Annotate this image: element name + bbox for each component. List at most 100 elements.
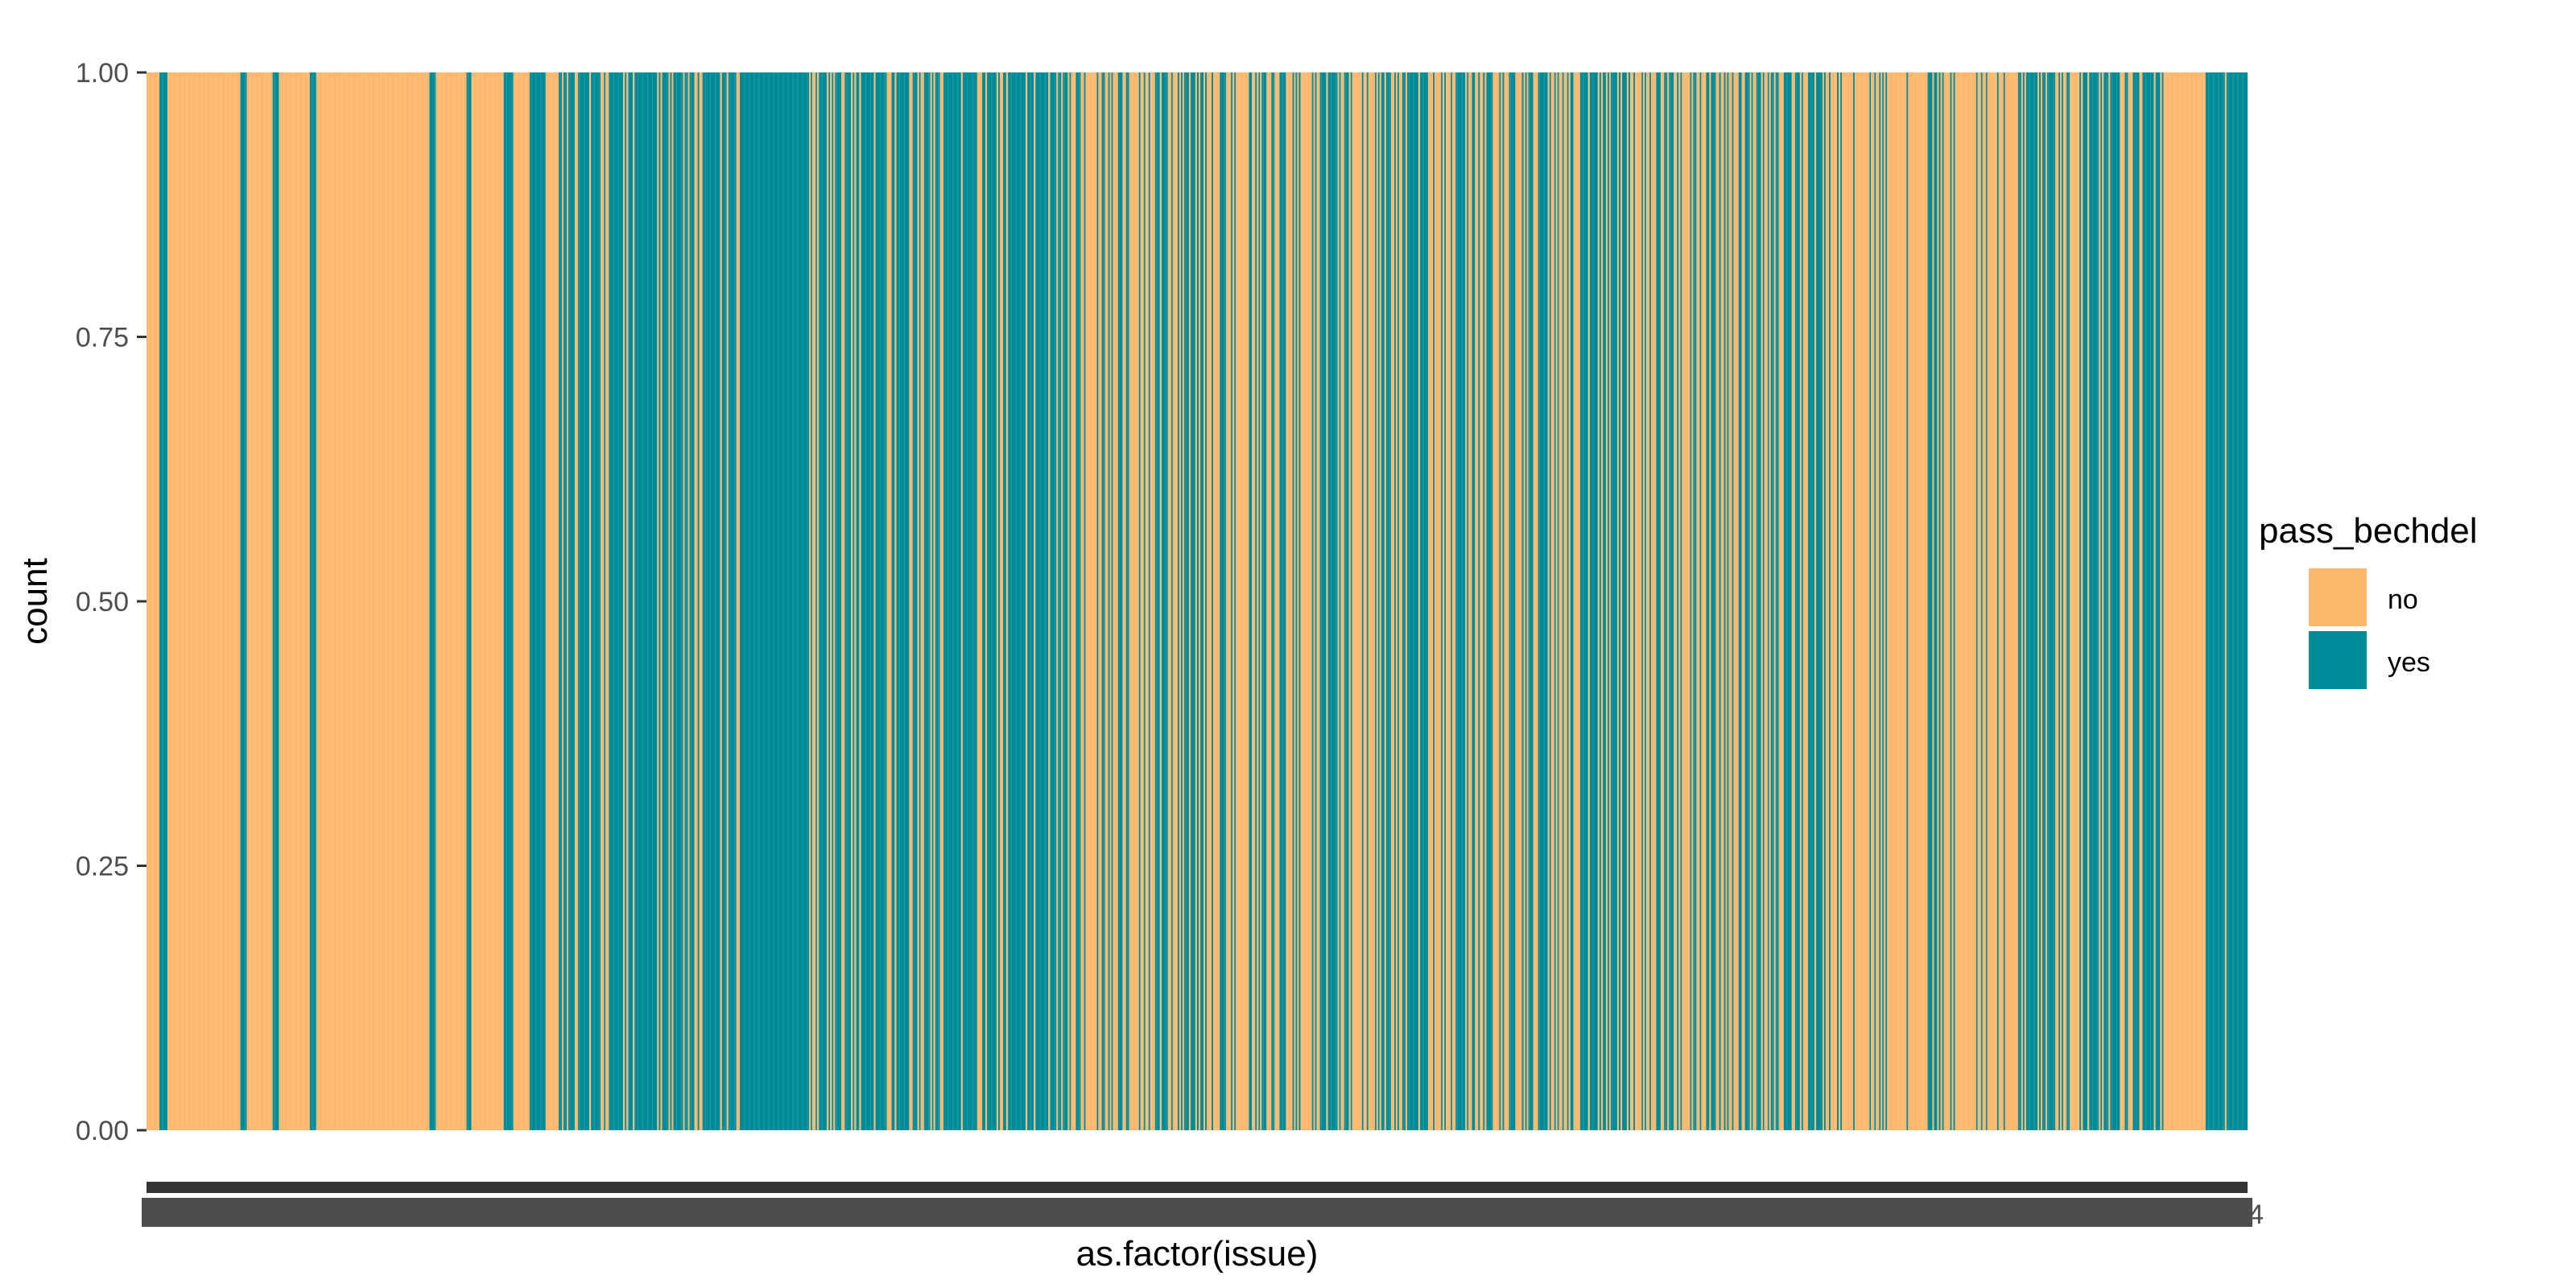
bar-yes xyxy=(1869,72,1872,1130)
bar-no xyxy=(976,72,982,1130)
bar-yes xyxy=(272,72,279,1130)
y-axis: 0.00 0.25 0.50 0.75 1.00 xyxy=(76,58,147,1146)
bar-yes xyxy=(1853,72,1856,1130)
bar-no xyxy=(827,72,829,1130)
y-tick-label: 0.00 xyxy=(76,1116,129,1146)
bar-yes xyxy=(1101,72,1105,1130)
bar-no xyxy=(2004,72,2018,1130)
bar-no xyxy=(1199,72,1201,1130)
bar-yes xyxy=(1996,72,1999,1130)
bar-no xyxy=(1480,72,1484,1130)
bar-yes xyxy=(1483,72,1485,1130)
bar-yes xyxy=(1770,72,1774,1130)
bar-yes xyxy=(240,72,247,1130)
bar-yes xyxy=(1385,72,1391,1130)
bar-no xyxy=(1048,72,1051,1130)
bar-yes xyxy=(466,72,472,1130)
x-axis: 1 1304 xyxy=(142,1182,2264,1230)
bar-no xyxy=(2046,72,2048,1130)
bar-yes xyxy=(1719,72,1721,1130)
legend-key-no[interactable] xyxy=(2309,568,2367,626)
bar-no xyxy=(1940,72,1942,1130)
bar-no xyxy=(1313,72,1315,1130)
bar-no xyxy=(1056,72,1059,1130)
bar-yes xyxy=(2103,72,2109,1130)
bar-yes xyxy=(670,72,672,1130)
bar-yes xyxy=(2161,72,2164,1130)
bar-yes xyxy=(1231,72,1233,1130)
bar-yes xyxy=(2025,72,2037,1130)
bar-yes xyxy=(1751,72,1753,1130)
bar-no xyxy=(1733,72,1739,1130)
bar-no xyxy=(812,72,816,1130)
bar-no xyxy=(1678,72,1681,1130)
bar-no xyxy=(1172,72,1178,1130)
bar-yes xyxy=(684,72,688,1130)
bar-no xyxy=(513,72,530,1130)
bar-no xyxy=(1533,72,1538,1130)
legend-key-yes[interactable] xyxy=(2309,631,2367,689)
bar-no xyxy=(436,72,467,1130)
bar-yes xyxy=(919,72,921,1130)
bar-no xyxy=(1773,72,1776,1130)
bar-no xyxy=(720,72,722,1130)
bar-yes xyxy=(2083,72,2088,1130)
bar-yes xyxy=(1200,72,1204,1130)
bar-no xyxy=(1504,72,1509,1130)
bar-no xyxy=(2102,72,2104,1130)
bar-yes xyxy=(1008,72,1026,1130)
bar-yes xyxy=(1444,72,1447,1130)
bar-yes xyxy=(1050,72,1057,1130)
bar-no xyxy=(2041,72,2043,1130)
bar-no xyxy=(1443,72,1445,1130)
bar-yes xyxy=(1528,72,1534,1130)
bar-no xyxy=(699,72,703,1130)
bar-no xyxy=(1563,72,1567,1130)
bar-yes xyxy=(625,72,627,1130)
bar-yes xyxy=(1815,72,1823,1130)
bar-no xyxy=(1741,72,1745,1130)
bar-no xyxy=(657,72,659,1130)
bar-yes xyxy=(2155,72,2161,1130)
bar-yes xyxy=(1143,72,1146,1130)
bar-no xyxy=(2120,72,2125,1130)
bar-yes xyxy=(529,72,546,1130)
bar-yes xyxy=(1433,72,1435,1130)
bar-no xyxy=(1000,72,1004,1130)
bar-no xyxy=(1376,72,1378,1130)
bar-no xyxy=(1605,72,1608,1130)
bar-no xyxy=(1600,72,1603,1130)
bar-yes xyxy=(1138,72,1141,1130)
bar-no xyxy=(1630,72,1634,1130)
bar-no xyxy=(1617,72,1620,1130)
bar-no xyxy=(1203,72,1206,1130)
bar-yes xyxy=(591,72,601,1130)
bar-no xyxy=(1550,72,1554,1130)
bar-no xyxy=(1348,72,1351,1130)
bar-yes xyxy=(1180,72,1183,1130)
legend-label-yes: yes xyxy=(2388,647,2430,678)
bar-no xyxy=(2070,72,2080,1130)
bar-yes xyxy=(1829,72,1831,1130)
bar-yes xyxy=(1058,72,1062,1130)
bar-yes xyxy=(2226,72,2248,1130)
bar-no xyxy=(1876,72,1880,1130)
bar-yes xyxy=(1693,72,1697,1130)
bar-no xyxy=(1778,72,1784,1130)
bar-no xyxy=(1446,72,1451,1130)
bar-yes xyxy=(2047,72,2056,1130)
bar-no xyxy=(1226,72,1232,1130)
bar-yes xyxy=(912,72,918,1130)
bar-yes xyxy=(1170,72,1173,1130)
bar-no xyxy=(1799,72,1802,1130)
bar-no xyxy=(1943,72,1951,1130)
bar-yes xyxy=(2017,72,2021,1130)
bar-no xyxy=(1006,72,1009,1130)
bar-yes xyxy=(1567,72,1569,1130)
bar-yes xyxy=(1602,72,1606,1130)
bar-no xyxy=(1627,72,1629,1130)
bar-no xyxy=(736,72,740,1130)
bar-yes xyxy=(1393,72,1396,1130)
bar-yes xyxy=(2066,72,2070,1130)
